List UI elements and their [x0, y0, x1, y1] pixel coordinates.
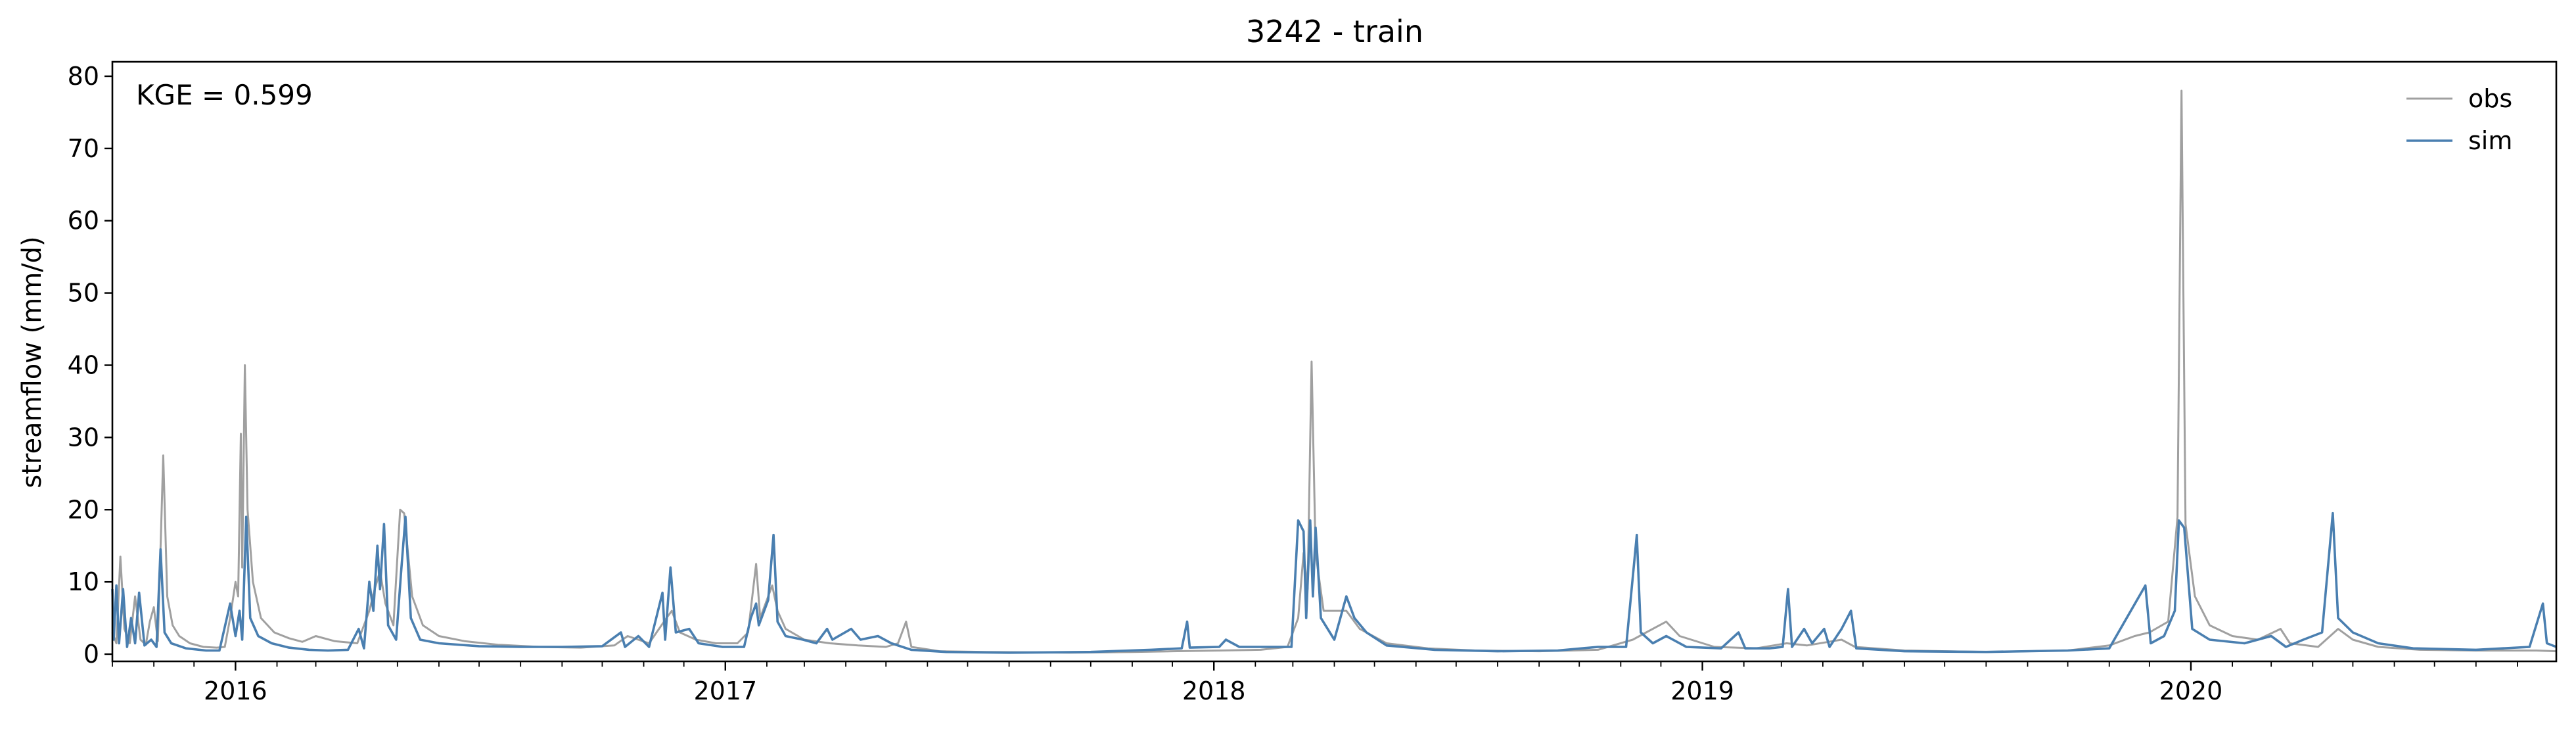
series-layer [111, 89, 2557, 654]
series-line-sim [111, 511, 2557, 654]
y-tick-label: 0 [83, 640, 99, 669]
series-line-obs [111, 89, 2557, 654]
y-tick-label: 50 [68, 279, 99, 308]
x-tick-label: 2018 [1182, 676, 1246, 705]
y-axis-label: streamflow (mm/d) [17, 236, 47, 488]
x-axis-ticks: 2016 2017 2018 2019 2020 [112, 661, 2518, 705]
y-tick-label: 60 [68, 206, 99, 235]
y-tick-label: 30 [68, 423, 99, 452]
x-tick-label: 2019 [1670, 676, 1734, 705]
x-tick-label: 2017 [693, 676, 757, 705]
legend: obs sim [2406, 84, 2512, 155]
chart-title: 3242 - train [1246, 14, 1423, 49]
y-tick-label: 40 [68, 350, 99, 379]
plot-frame [111, 60, 2558, 663]
y-axis-ticks: 0 10 20 30 40 50 60 70 80 [68, 62, 112, 669]
legend-label-obs: obs [2468, 84, 2512, 113]
legend-label-sim: sim [2468, 126, 2512, 155]
x-tick-label: 2016 [204, 676, 267, 705]
y-tick-label: 10 [68, 567, 99, 596]
x-tick-label: 2020 [2159, 676, 2223, 705]
y-tick-label: 20 [68, 495, 99, 524]
kge-annotation: KGE = 0.599 [136, 79, 313, 111]
y-tick-label: 80 [68, 62, 99, 91]
y-tick-label: 70 [68, 134, 99, 163]
